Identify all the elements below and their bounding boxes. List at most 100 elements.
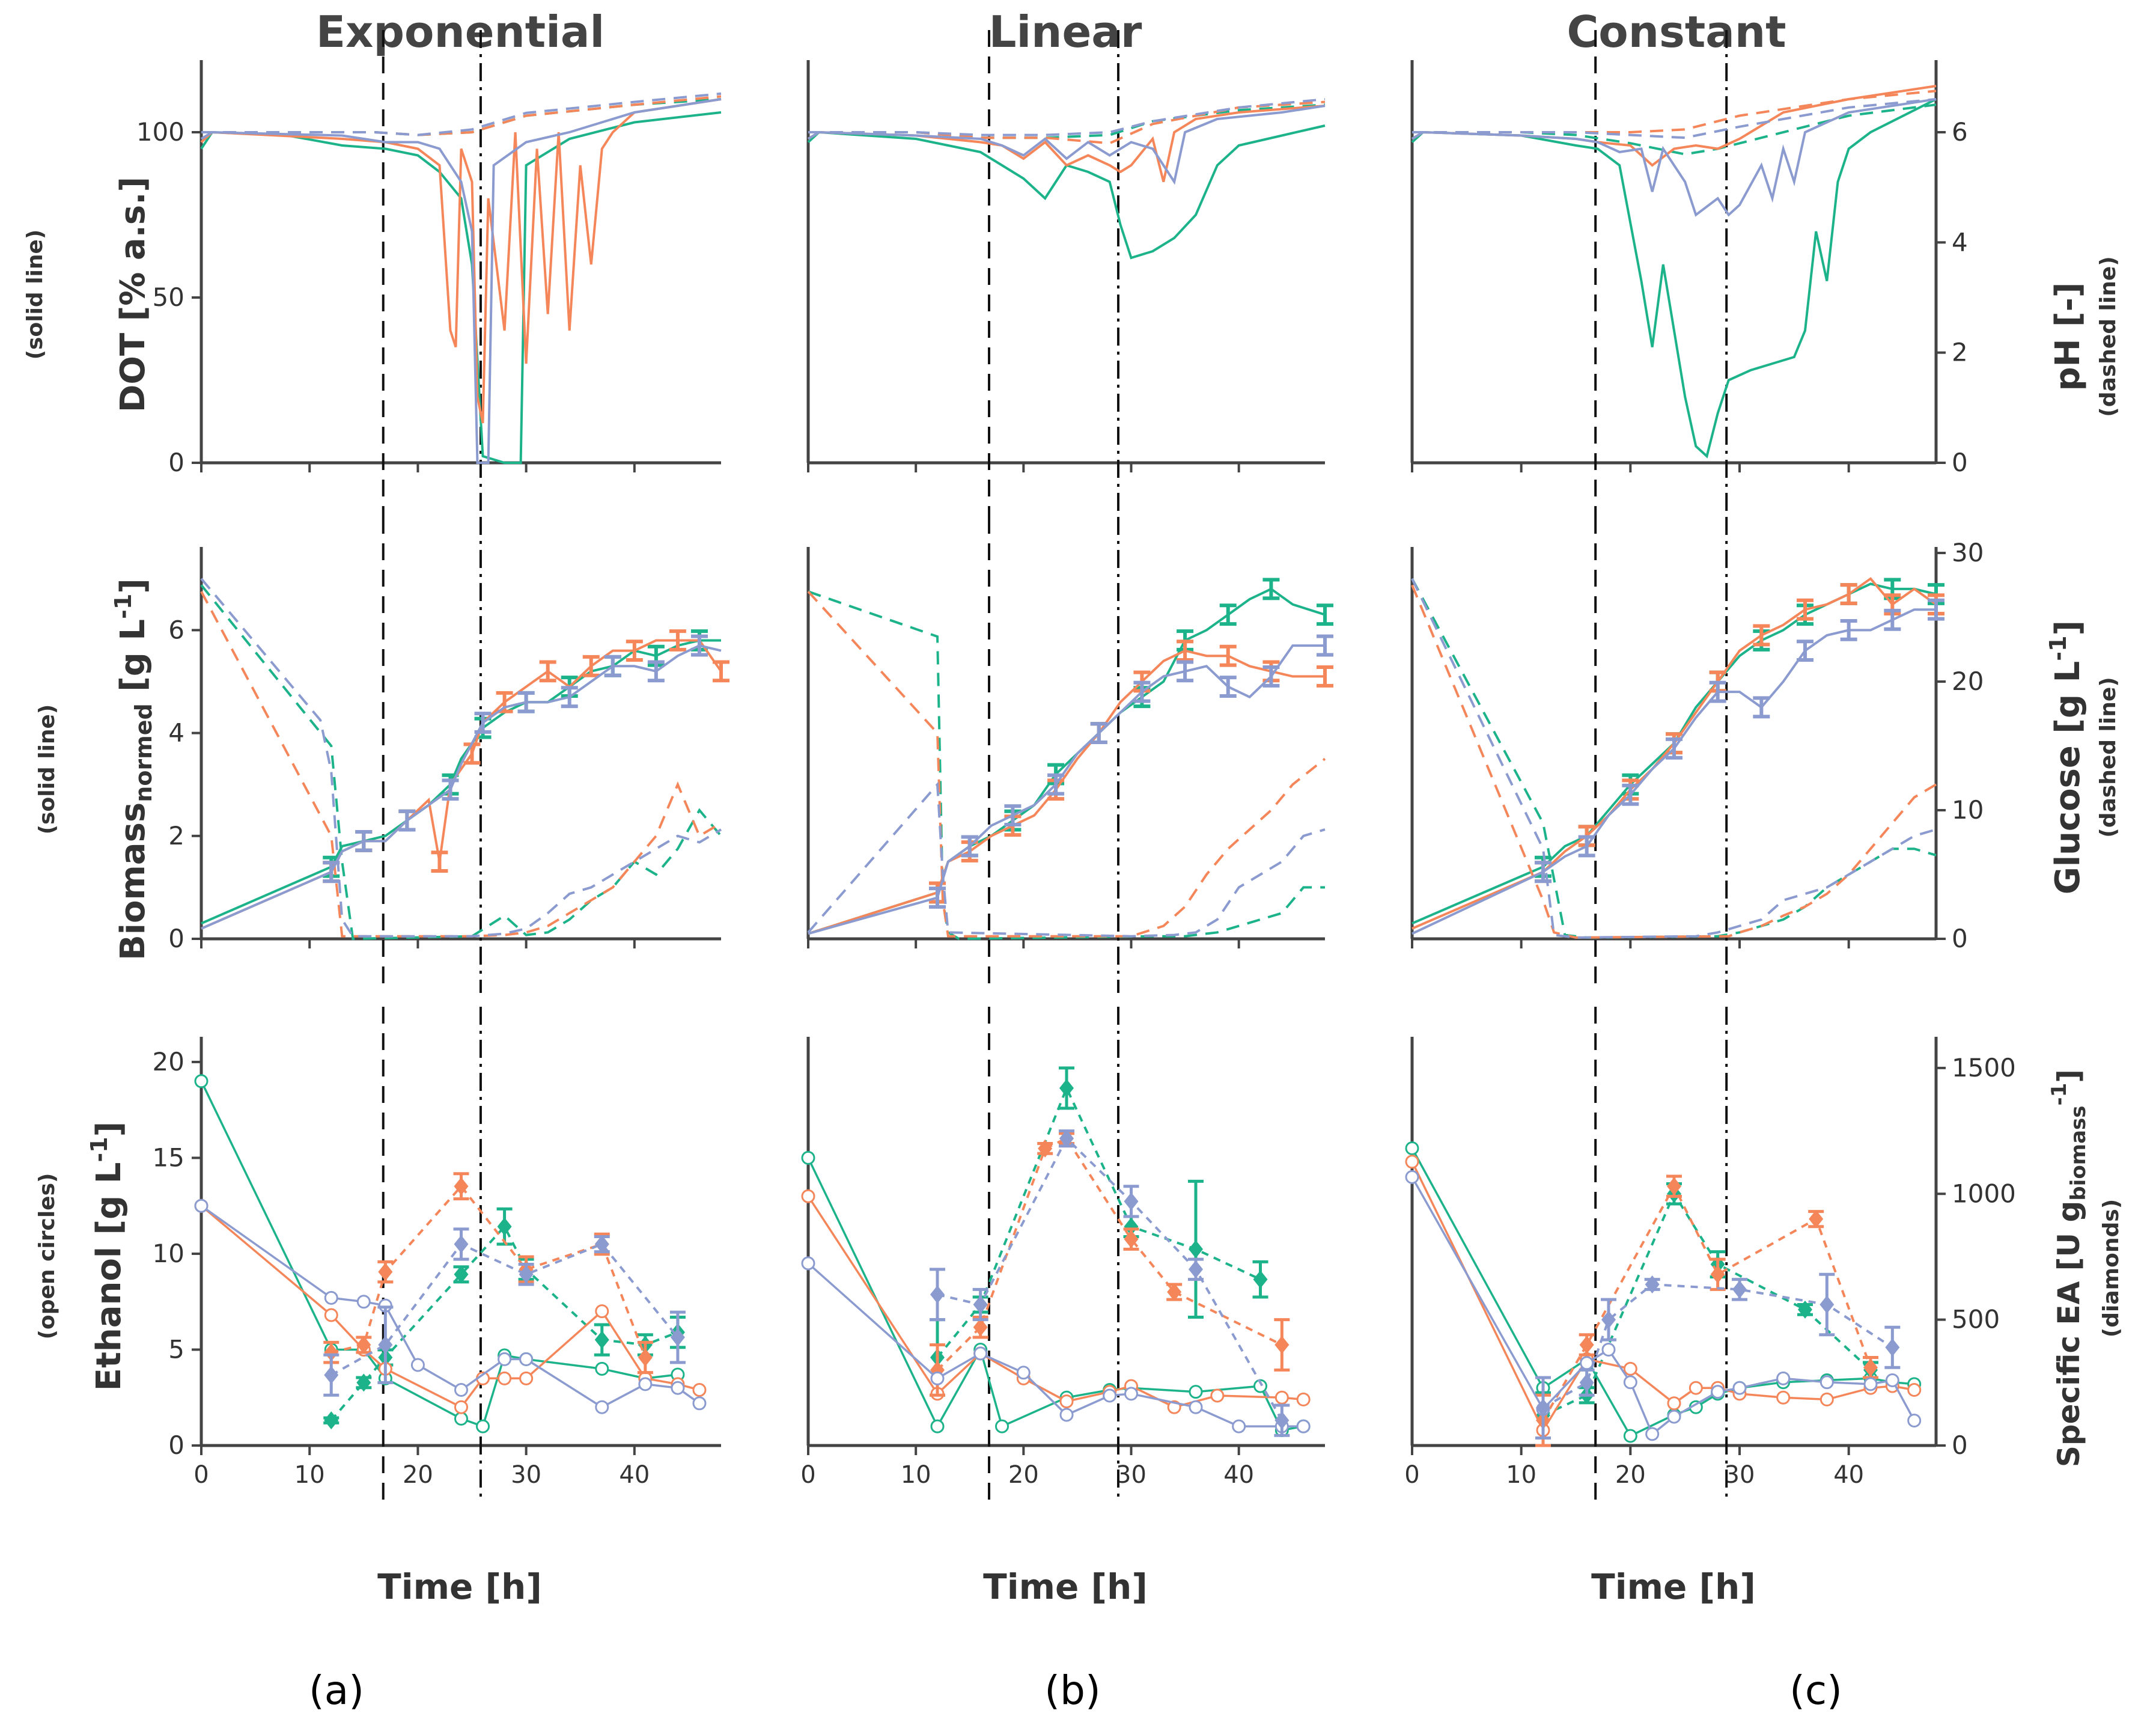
x-tick-label: 40	[619, 1461, 650, 1489]
ea-ylabel-exp: -1	[2047, 1083, 2071, 1106]
y-tick-label-right: 10	[1952, 795, 1984, 825]
ea-diamond-blue	[1645, 1275, 1660, 1293]
ea-line-blue	[330, 1242, 679, 1376]
ethanol-point-blue	[1645, 1427, 1660, 1441]
ethanol-point-orange	[1296, 1392, 1311, 1406]
ethanol-point-orange	[1776, 1390, 1791, 1405]
glucose-line-blue	[807, 781, 1326, 938]
dot-ylabel-sub: (solid line)	[23, 230, 47, 360]
ea-diamond-green	[1124, 1217, 1139, 1236]
ea-diamond-orange	[1710, 1265, 1725, 1284]
ea-diamond-orange	[454, 1177, 469, 1195]
right-label-glucose: Glucose [g L-1] (dashed line)	[2045, 620, 2121, 894]
dot-line-green	[807, 124, 1326, 260]
ethanol-point-green	[1405, 1141, 1419, 1155]
ea-diamond-orange	[1863, 1358, 1878, 1377]
x-tick-label: 0	[1404, 1461, 1419, 1489]
x-tick-label: 40	[1833, 1461, 1864, 1489]
y-tick-label-right: 500	[1952, 1305, 2000, 1334]
ea-diamond-orange	[378, 1263, 393, 1281]
ea-diamond-blue	[1579, 1373, 1594, 1392]
biomass-ylabel-subscript: normed	[130, 703, 157, 802]
panel-dot-a: 0 50 100	[136, 30, 722, 517]
glucose-line-green	[200, 584, 722, 941]
ethanol-point-blue	[638, 1377, 653, 1391]
ethanol-point-blue	[1776, 1371, 1791, 1385]
panel-biomass-b	[806, 517, 1333, 993]
ea-diamond-orange	[1167, 1283, 1182, 1301]
ea-diamond-green	[324, 1411, 339, 1430]
y-tick-label-left: 50	[153, 282, 184, 312]
y-tick-label-right: 0	[1952, 1430, 1968, 1460]
ethanol-point-orange	[595, 1304, 609, 1319]
ethanol-point-green	[1623, 1429, 1637, 1443]
left-label-dot: (solid line) DOT [% a.s.]	[23, 177, 153, 412]
ethanol-point-blue	[801, 1256, 815, 1271]
biomass-line-orange	[808, 649, 1325, 935]
biomass-line-blue	[808, 644, 1325, 935]
x-tick-label: 40	[1223, 1461, 1254, 1489]
glucose-ylabel: Glucose [g L-1]	[2045, 620, 2087, 894]
ea-diamond-blue	[324, 1366, 339, 1384]
ethanol-ylabel-close: ]	[90, 1122, 129, 1137]
ethanol-point-blue	[1103, 1388, 1117, 1403]
ea-diamond-green	[1253, 1270, 1268, 1289]
dot-line-orange	[807, 105, 1326, 182]
y-tick-label-left: 0	[168, 1430, 184, 1460]
x-tick-label: 10	[294, 1461, 325, 1489]
ea-diamond-blue	[1124, 1192, 1139, 1211]
y-tick-label-right: 1000	[1952, 1179, 2016, 1208]
ethanol-point-orange	[692, 1382, 707, 1397]
x-tick-label: 20	[403, 1461, 433, 1489]
ea-diamond-blue	[594, 1235, 609, 1253]
ethanol-point-blue	[1820, 1375, 1834, 1390]
x-tick-label: 30	[1725, 1461, 1755, 1489]
y-tick-label-right: 0	[1952, 448, 1968, 477]
panel-dot-c: 0 2 4 6	[1410, 30, 1968, 517]
ea-diamond-green	[454, 1265, 469, 1284]
ea-diamond-orange	[1038, 1139, 1053, 1158]
ethanol-point-blue	[1016, 1366, 1031, 1380]
ethanol-point-orange	[1667, 1396, 1681, 1411]
ea-diamond-green	[356, 1373, 371, 1392]
ph-ylabel: pH [-]	[2048, 282, 2087, 391]
ethanol-line-green	[807, 1157, 1304, 1432]
ea-diamond-green	[1798, 1300, 1812, 1319]
ethanol-point-blue	[1232, 1419, 1246, 1433]
y-tick-label-left: 20	[153, 1047, 184, 1076]
biomass-line-green	[201, 639, 721, 925]
ea-diamond-blue	[454, 1235, 469, 1253]
ethanol-point-orange	[498, 1371, 512, 1385]
ea-diamond-orange	[1124, 1230, 1139, 1248]
ethanol-point-green	[1253, 1379, 1267, 1393]
ea-diamond-orange	[638, 1348, 653, 1367]
y-tick-label-right: 1500	[1952, 1053, 2016, 1082]
panel-dot-b	[806, 30, 1326, 517]
glucose-ylabel-main: Glucose [g L	[2048, 661, 2087, 894]
ea-diamond-orange	[324, 1343, 339, 1362]
ethanol-point-orange	[1623, 1361, 1637, 1376]
ethanol-point-blue	[1124, 1387, 1138, 1401]
x-tick-label: 30	[1116, 1461, 1147, 1489]
ethanol-line-green	[1411, 1147, 1914, 1438]
left-label-biomass: (solid line) Biomassnormed [g L-1]	[35, 578, 157, 960]
ea-diamond-blue	[670, 1328, 685, 1346]
panel-ethanol-c: 0 10 20 30 40 0 500 1000 1500	[1404, 1007, 2016, 1500]
ph-line-green	[1412, 103, 1937, 156]
xlabel-time-a: Time [h]	[377, 1566, 542, 1607]
ethanol-point-blue	[1885, 1373, 1899, 1388]
x-tick-label: 20	[1008, 1461, 1039, 1489]
ea-diamond-blue	[1601, 1310, 1616, 1329]
ethanol-point-blue	[1189, 1400, 1203, 1414]
ethanol-point-blue	[671, 1381, 685, 1395]
ea-line-green	[330, 1224, 678, 1421]
ethanol-point-green	[930, 1419, 945, 1433]
x-tick-label: 10	[1506, 1461, 1536, 1489]
xlabel-time-b: Time [h]	[983, 1566, 1148, 1607]
panel-label-c: (c)	[1789, 1667, 1842, 1714]
panel-label-a: (a)	[309, 1667, 364, 1714]
ethanol-point-orange	[519, 1371, 534, 1385]
ea-diamond-blue	[1189, 1260, 1203, 1278]
glucose-ylabel-sub: (dashed line)	[2096, 677, 2121, 837]
ea-diamond-green	[1189, 1240, 1203, 1259]
